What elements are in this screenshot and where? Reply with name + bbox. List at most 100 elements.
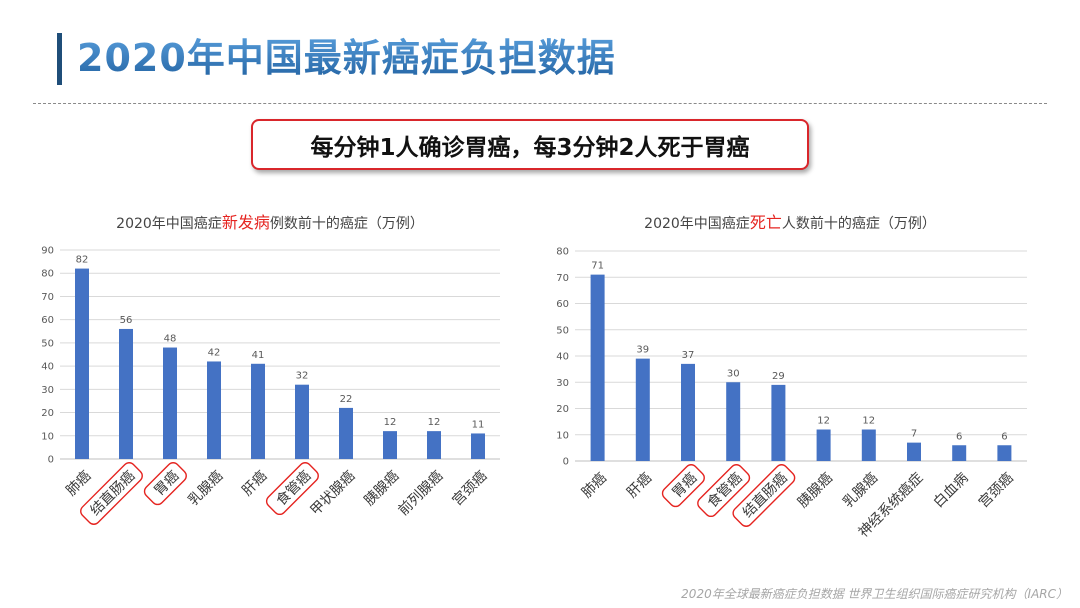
category-group: 白血病 (931, 470, 972, 511)
y-tick-label: 0 (48, 455, 54, 466)
category-group: 胃癌 (143, 462, 187, 506)
bar-胃癌 (681, 363, 695, 461)
data-label: 29 (772, 371, 785, 382)
bar-结直肠癌 (771, 384, 786, 461)
y-tick-label: 20 (556, 404, 569, 415)
y-tick-label: 10 (41, 431, 54, 442)
category-label: 乳腺癌 (840, 470, 881, 511)
y-tick-label: 10 (556, 430, 569, 441)
data-label: 56 (120, 315, 133, 326)
highlight-circle (265, 462, 319, 516)
bar-胰腺癌 (816, 429, 831, 461)
data-label: 48 (164, 334, 177, 345)
category-label: 胃癌 (151, 468, 182, 499)
bar-胃癌 (163, 347, 177, 459)
bar-乳腺癌 (861, 429, 876, 461)
data-label: 12 (862, 416, 875, 427)
category-group: 甲状腺癌 (307, 468, 358, 519)
category-label: 前列腺癌 (395, 467, 447, 519)
chart-title: 2020年中国癌症死亡人数前十的癌症（万例） (644, 213, 936, 232)
category-group: 肺癌 (579, 470, 610, 501)
category-label: 结直肠癌 (739, 469, 791, 521)
y-tick-label: 70 (556, 273, 569, 284)
bar-胰腺癌 (383, 431, 397, 459)
category-group: 乳腺癌 (185, 468, 226, 509)
bar-食管癌 (295, 384, 309, 459)
bar-食管癌 (726, 382, 741, 461)
bar-神经系统癌症 (907, 442, 921, 461)
data-label: 41 (252, 350, 265, 361)
category-label: 结直肠癌 (87, 467, 139, 519)
y-tick-label: 30 (556, 378, 569, 389)
category-label: 肺癌 (579, 470, 610, 501)
category-label: 胃癌 (669, 470, 700, 501)
data-label: 71 (591, 261, 604, 272)
category-label: 宫颈癌 (976, 470, 1017, 511)
category-group: 肝癌 (624, 470, 655, 501)
bar-前列腺癌 (427, 431, 441, 459)
category-group: 胰腺癌 (361, 468, 402, 509)
category-label: 肝癌 (624, 470, 655, 501)
callout-box: 每分钟1人确诊胃癌，每3分钟2人死于胃癌 (251, 119, 809, 170)
data-label: 42 (208, 347, 221, 358)
data-label: 7 (911, 429, 917, 440)
data-label: 30 (727, 368, 740, 379)
data-label: 12 (428, 417, 441, 428)
highlight-circle (732, 464, 796, 527)
category-label: 甲状腺癌 (307, 468, 358, 519)
bar-宫颈癌 (471, 433, 485, 459)
y-tick-label: 70 (41, 292, 54, 303)
bar-甲状腺癌 (339, 407, 353, 459)
header-divider (33, 103, 1047, 104)
category-group: 乳腺癌 (840, 470, 881, 511)
data-label: 39 (636, 345, 649, 356)
y-tick-label: 60 (41, 315, 54, 326)
bar-白血病 (952, 445, 967, 461)
bar-结直肠癌 (119, 328, 133, 459)
y-tick-label: 0 (563, 457, 569, 468)
y-tick-label: 80 (41, 269, 54, 280)
category-group: 胰腺癌 (795, 470, 836, 511)
y-tick-label: 30 (41, 385, 54, 396)
category-group: 宫颈癌 (976, 470, 1017, 511)
category-label: 白血病 (931, 470, 972, 511)
category-group: 胃癌 (661, 464, 705, 508)
category-label: 乳腺癌 (185, 468, 226, 509)
y-tick-label: 40 (41, 362, 54, 373)
category-label: 宫颈癌 (449, 468, 490, 509)
category-group: 宫颈癌 (449, 468, 490, 509)
highlight-circle (80, 462, 143, 525)
category-label: 胰腺癌 (795, 470, 836, 511)
category-label: 胰腺癌 (361, 468, 402, 509)
data-label: 32 (296, 371, 309, 382)
y-tick-label: 20 (41, 408, 54, 419)
highlight-circle (143, 462, 187, 506)
highlight-circle (661, 464, 705, 508)
category-group: 结直肠癌 (732, 464, 796, 527)
y-tick-label: 40 (556, 352, 569, 363)
bar-肝癌 (251, 363, 265, 459)
highlight-circle (697, 464, 751, 518)
category-group: 肝癌 (239, 468, 270, 499)
source-footer: 2020年全球最新癌症负担数据 世界卫生组织国际癌症研究机构（IARC） (681, 587, 1068, 601)
category-group: 前列腺癌 (395, 467, 447, 519)
title-accent-bar (57, 33, 62, 85)
data-label: 6 (1001, 431, 1007, 442)
category-group: 肺癌 (63, 468, 94, 499)
data-label: 12 (817, 416, 830, 427)
data-label: 6 (956, 431, 962, 442)
chart-title: 2020年中国癌症新发病例数前十的癌症（万例） (116, 213, 424, 232)
bar-乳腺癌 (207, 361, 221, 459)
bar-宫颈癌 (997, 445, 1012, 461)
y-tick-label: 90 (41, 246, 54, 257)
page-title: 2020年中国最新癌症负担数据 (77, 32, 616, 84)
data-label: 82 (76, 255, 89, 266)
y-tick-label: 50 (556, 325, 569, 336)
y-tick-label: 50 (41, 338, 54, 349)
y-tick-label: 80 (556, 247, 569, 258)
data-label: 22 (340, 394, 353, 405)
category-label: 肺癌 (63, 468, 94, 499)
chart-deaths: 2020年中国癌症死亡人数前十的癌症（万例） 0 10 20 30 40 50 60 70 80 7… (556, 213, 1027, 541)
y-tick-label: 60 (556, 299, 569, 310)
chart-new-cases: 2020年中国癌症新发病例数前十的癌症（万例） 0 10 20 30 40 50 60 70 80… (41, 213, 500, 525)
